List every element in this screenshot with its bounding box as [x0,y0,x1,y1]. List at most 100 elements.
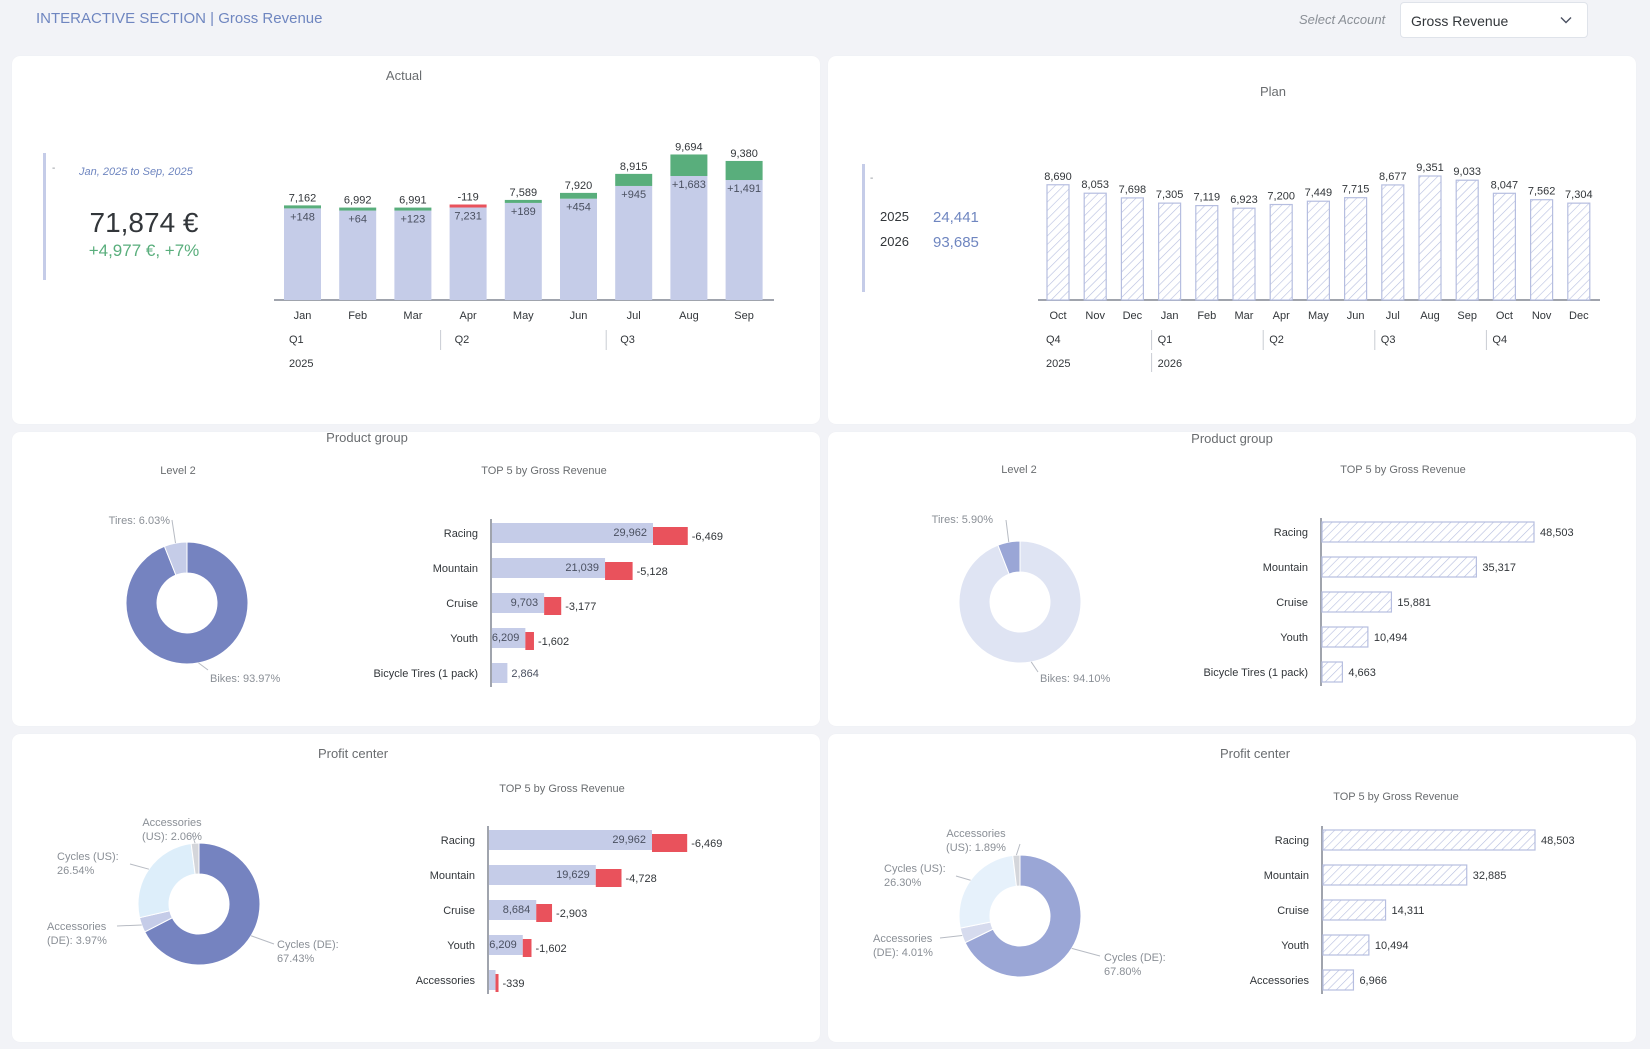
bar-cruise [492,593,545,613]
donut-label: (DE): 4.01% [873,947,933,959]
delta-label: +64 [348,214,367,226]
delta-value-label: -6,469 [691,838,722,850]
delta-label: +189 [511,206,536,218]
donut-label: Cycles (DE): [277,939,339,951]
donut-slice-accessories-us- [1012,854,1021,887]
month-label: Apr [460,310,477,322]
donut-label: Accessories [142,817,202,829]
card-title: Profit center [1220,746,1291,761]
plan-month-label: Feb [1197,310,1216,322]
quarter-label: Q2 [455,334,470,346]
bar-category-label: Cruise [446,598,478,610]
kpi-accent-bar [43,153,46,280]
actual-chart: Actual - Jan, 2025 to Sep, 2025 71,874 € +4,… [43,68,774,370]
plan-bar [1120,197,1144,301]
delta-label: 7,231 [454,211,482,223]
bar-mountain [492,558,606,578]
plan-quarter-label: Q2 [1269,334,1284,346]
plan-bar [1567,202,1591,301]
value-label: -119 [457,192,478,204]
value-label: 8,915 [620,161,648,173]
plan-month-label: May [1308,310,1329,322]
bar-category-label: Youth [450,633,478,645]
delta-value-label: -1,602 [535,943,566,955]
month-label: Jun [570,310,588,322]
donut-leader-line [171,519,177,544]
bar-value-label: 32,885 [1473,870,1507,882]
bar-value-label: 14,311 [1392,905,1425,917]
bar-category-label: Racing [1275,835,1309,847]
bar-cruise [1322,899,1387,921]
delta-label: +148 [290,211,315,223]
bar-value-label: 4,663 [1348,667,1376,679]
account-select[interactable]: Gross Revenue [1400,2,1588,38]
donut-label: (US): 2.06% [142,831,202,843]
plan-dash: - [870,173,873,184]
plan-value-label: 9,351 [1416,162,1444,174]
donut-slice-tires [997,540,1021,575]
value-label: 7,162 [289,192,317,204]
bar-accessories [489,970,496,990]
plan-month-label: Oct [1049,310,1066,322]
bar-jul [615,185,653,300]
product-group-plan-chart: Product group Level 2 TOP 5 by Gross Reven… [932,431,1574,686]
delta-bar-may [504,199,542,203]
plan-value-label: 7,305 [1156,189,1184,201]
donut-leader-line [1015,843,1021,856]
donut-slice-cycles-us- [958,854,1018,929]
bar-category-label: Cruise [1277,905,1309,917]
plan-value-label: 9,033 [1453,166,1481,178]
card-title: Product group [1191,432,1273,446]
bar-category-label: Youth [447,940,475,952]
donut-label: (US): 1.89% [946,842,1006,854]
bar-cruise [1321,591,1393,613]
plan-quarter-label: Q3 [1381,334,1396,346]
plan-bar [1083,192,1107,301]
donut-label: Tires: 6.03% [109,515,171,527]
donut-leader-line [250,935,275,945]
donut-label: 26.54% [57,865,95,877]
bar-value-label: 35,317 [1482,562,1516,574]
bar-youth [489,935,523,955]
bar-mar [394,210,432,300]
quarter-label: Q3 [620,334,635,346]
quarter-label: Q1 [289,334,304,346]
donut-label: Accessories [946,828,1006,840]
bar-mountain [1321,556,1477,578]
delta-bar [605,562,633,580]
plan-quarter-label: Q4 [1046,334,1061,346]
delta-bar [522,939,532,957]
bar-value-label: 6,966 [1359,975,1387,987]
plan-value-label: 7,449 [1305,187,1333,199]
donut-leader-line [955,875,971,881]
bar-youth [1321,626,1369,648]
donut-label: Cycles (US): [57,851,119,863]
value-label: 7,920 [565,180,593,192]
bar-category-label: Accessories [416,975,476,987]
bar-may [504,202,542,300]
month-label: May [513,310,534,322]
delta-value-label: -6,469 [692,531,723,543]
donut-slice-cycles-us- [137,842,196,919]
month-label: Aug [679,310,699,322]
donut-leader-line [1030,661,1039,673]
delta-label: +1,491 [727,183,761,195]
delta-label: +945 [621,189,646,201]
product-group-actual-chart: Product group Level 2 TOP 5 by Gross Reven… [109,430,723,687]
value-label: 9,380 [730,148,758,160]
plan-accent-bar [862,164,865,292]
delta-bar [653,527,688,545]
month-label: Mar [403,310,422,322]
bar-value-label: 10,494 [1375,940,1409,952]
plan-bar [1232,207,1256,301]
bar-racing [1322,829,1536,851]
actual-card: Actual - Jan, 2025 to Sep, 2025 71,874 € +4,… [12,56,820,424]
donut-leader-line [1071,947,1101,957]
bar-jun [560,198,597,300]
plan-quarter-label: Q4 [1492,334,1507,346]
bar-racing [1321,521,1535,543]
bar-sep [725,180,763,300]
donut-slice-tires [163,541,188,576]
plan-bar [1381,184,1405,301]
donut-label: 67.43% [277,953,315,965]
